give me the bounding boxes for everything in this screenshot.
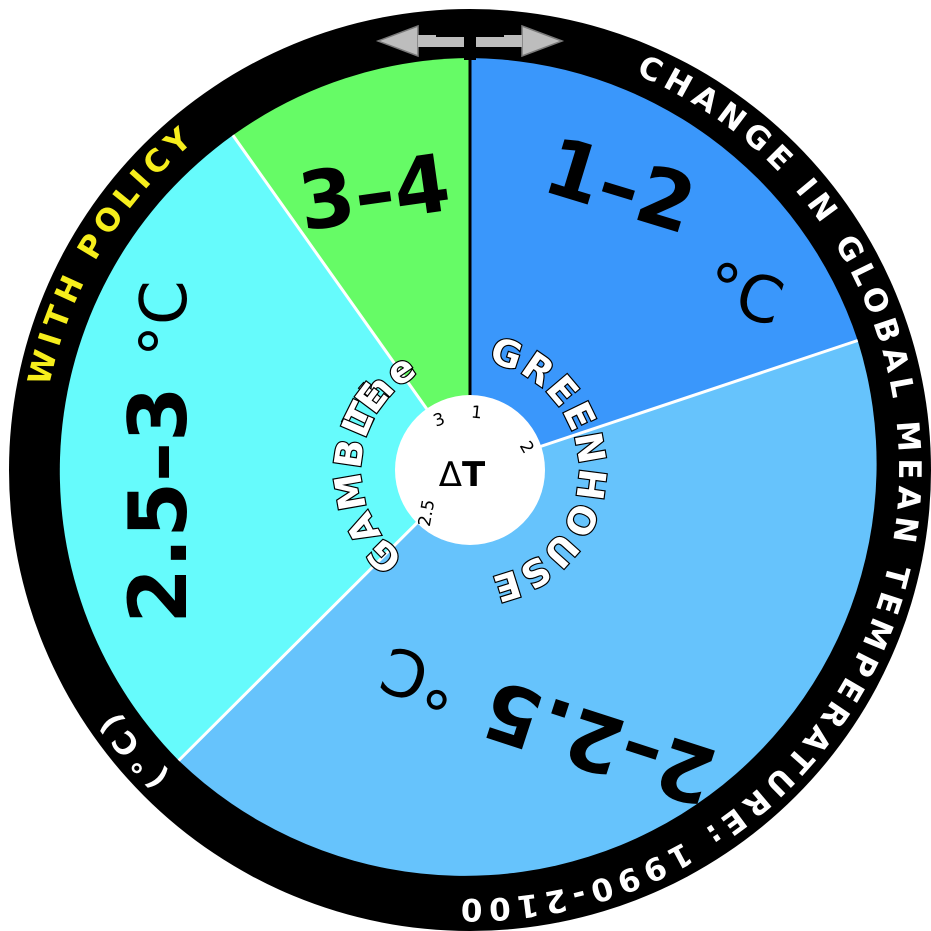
wedge-label-3-4: 3–4	[293, 136, 456, 249]
wedge-2-2.5	[178, 340, 877, 876]
wedge-2.5-3	[59, 135, 470, 761]
pointer-arrow-icon	[375, 24, 565, 60]
wedge-3-4	[232, 58, 470, 470]
wedge-range-2.5-3: 2.5–3	[112, 386, 205, 623]
wedge-1-2	[470, 58, 858, 470]
hub-label-2.5: 2.5	[415, 498, 439, 528]
hub-delta-symbol: Δ	[439, 455, 462, 495]
hub-t-symbol: T	[462, 455, 486, 495]
wedge-label-2.5-3: 2.5–3 °C	[112, 280, 205, 623]
hub-label-1: 1	[470, 403, 483, 424]
wedge-unit-2.5-3: °C	[128, 280, 202, 357]
wedge-range-3-4: 3–4	[293, 136, 456, 249]
hub-circle	[395, 395, 545, 545]
